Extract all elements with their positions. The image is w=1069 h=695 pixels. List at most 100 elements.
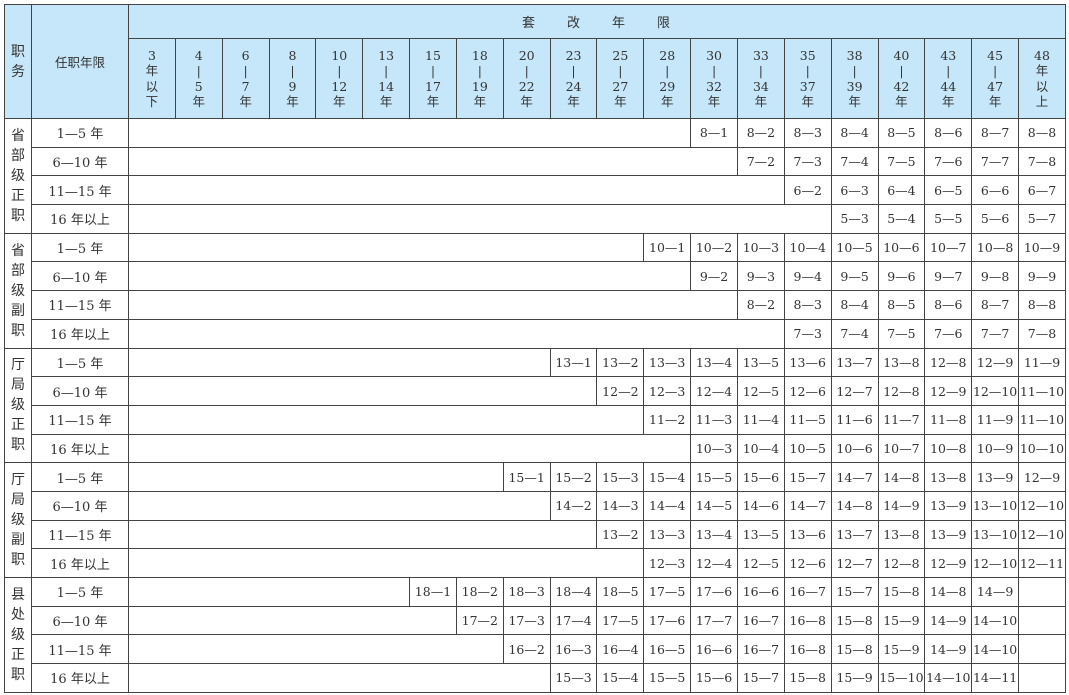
grade-cell: 8—1 (690, 118, 738, 148)
grade-cell: 10—2 (690, 232, 738, 263)
grade-cell: 17—5 (596, 605, 645, 636)
grade-cell: 8—5 (877, 290, 926, 320)
grade-cell: 14—9 (924, 634, 973, 665)
grade-cell: 15—1 (502, 462, 551, 492)
table-row: 6—10 年 7—2 7—3 7—4 7—5 7—6 7—7 7—8 (5, 146, 1066, 177)
table-row: 11—15 年 11—2 11—3 11—4 11—5 11—6 11—7 11—8 11—9 1… (5, 404, 1066, 435)
grade-cell: 17—2 (455, 605, 504, 636)
table-row: 11—15 年 8—2 8—3 8—4 8—5 8—6 8—7 8—8 (5, 290, 1066, 320)
grade-cell: 12—4 (690, 548, 738, 578)
tenure-cell: 16 年以上 (31, 548, 129, 578)
empty-cell (127, 433, 692, 464)
grade-cell: 10—3 (736, 232, 785, 263)
empty-cell (127, 118, 692, 148)
grade-cell: 13—4 (690, 347, 738, 378)
grade-cell: 14—10 (924, 663, 973, 693)
column-header-line: 3 (147, 47, 156, 63)
grade-cell: 11—7 (877, 404, 926, 435)
grade-cell: 17—4 (549, 605, 598, 636)
grade-cell: 8—6 (924, 118, 973, 148)
tenure-cell: 11—15 年 (31, 290, 129, 320)
grade-cell: 8—7 (971, 118, 1020, 148)
grade-cell: 14—6 (736, 490, 785, 521)
column-header: 20 | 22 年 (502, 38, 551, 119)
empty-cell (128, 347, 551, 378)
grade-cell: 14—8 (830, 490, 879, 521)
grade-cell: 11—10 (1018, 404, 1066, 435)
column-header-line: 年 (379, 94, 393, 109)
grade-cell: 12—3 (643, 548, 692, 578)
grade-cell: 7—8 (1018, 146, 1066, 177)
grade-cell: 10—6 (830, 433, 879, 464)
grade-cell: 15—8 (877, 577, 926, 607)
column-header-line: 年 (614, 94, 627, 109)
grade-cell: 11—5 (783, 404, 832, 435)
table-row: 16 年以上 15—3 15—4 15—5 15—6 15—7 15—8 15—9 15—10 1… (5, 663, 1066, 693)
column-header-line: 年 (848, 94, 861, 109)
tenure-cell: 11—15 年 (31, 634, 129, 665)
grade-cell: 11—10 (1018, 376, 1066, 406)
grade-cell: 8—6 (924, 290, 973, 320)
grade-cell: 14—11 (971, 663, 1020, 693)
grade-cell: 12—3 (643, 376, 692, 406)
grade-cell: 14—9 (877, 490, 926, 521)
grade-cell: 18—3 (502, 577, 551, 607)
grade-cell: 7—2 (736, 146, 785, 177)
column-header-line: 9 (288, 78, 297, 94)
grade-cell: 18—2 (455, 577, 504, 607)
grade-cell: 10—9 (1018, 232, 1066, 263)
grade-cell: 15—7 (736, 663, 785, 693)
column-header: 28 | 29 年 (643, 38, 692, 119)
column-header-line: 年 (286, 94, 299, 109)
column-header-line: | (337, 63, 342, 78)
grade-cell: 14—10 (971, 634, 1020, 665)
grade-cell: 13—10 (971, 519, 1020, 550)
tenure-cell: 16 年以上 (31, 433, 129, 464)
grade-cell: 15—8 (830, 605, 879, 636)
grade-cell: 10—8 (971, 232, 1020, 263)
grade-cell: 15—9 (830, 663, 879, 693)
grade-cell (1018, 605, 1066, 636)
grade-cell: 9—5 (830, 261, 879, 292)
grade-cell: 16—6 (690, 634, 738, 665)
empty-cell (128, 146, 738, 177)
column-header-line: 4 (194, 47, 203, 63)
grade-cell: 18—5 (596, 577, 645, 607)
grade-cell: 10—3 (690, 433, 738, 464)
grade-cell: 15—5 (690, 462, 738, 492)
column-header-line: 年 (801, 94, 814, 109)
grade-cell: 11—2 (643, 404, 692, 435)
column-header-line: 年 (567, 94, 580, 109)
column-header-line: 年 (1035, 63, 1049, 78)
grade-cell: 9—3 (736, 261, 785, 292)
column-header-line: 年 (473, 94, 487, 109)
grade-cell: 11—4 (736, 404, 785, 435)
conversion-years-table: 职务 任职年限 套 改 年 限 3 年以下 4 | 5 年 6 | 7 年 8 | 9 年 10 | 12 年 13… (4, 4, 1066, 693)
column-header-line: 38 (846, 47, 863, 63)
grade-cell: 12—7 (830, 548, 879, 578)
column-header-line: 年 (754, 94, 768, 109)
column-header-line: | (618, 63, 623, 78)
tenure-cell: 16 年以上 (31, 318, 129, 349)
position-cell: 县处级正职 (4, 577, 32, 693)
empty-cell (128, 663, 551, 693)
tenure-header: 任职年限 (31, 4, 129, 119)
grade-cell: 13—9 (924, 519, 973, 550)
grade-cell: 15—7 (830, 577, 879, 607)
column-header-line: 年 (333, 94, 346, 109)
grade-cell: 15—4 (596, 663, 645, 693)
column-header-line: 以 (1035, 78, 1049, 94)
grade-cell: 12—6 (783, 376, 832, 406)
grade-cell: 16—5 (643, 634, 692, 665)
grade-cell: 12—9 (924, 376, 973, 406)
column-header-line: 19 (471, 78, 488, 94)
column-header-line: 10 (331, 47, 348, 63)
grade-cell: 11—9 (971, 404, 1020, 435)
grade-cell: 16—8 (783, 634, 832, 665)
tenure-cell: 6—10 年 (31, 490, 129, 521)
grade-cell: 15—10 (877, 663, 926, 693)
column-header: 45 | 47 年 (971, 38, 1020, 119)
grade-cell: 12—10 (971, 376, 1020, 406)
grade-cell: 16—4 (596, 634, 645, 665)
empty-cell (128, 204, 832, 234)
